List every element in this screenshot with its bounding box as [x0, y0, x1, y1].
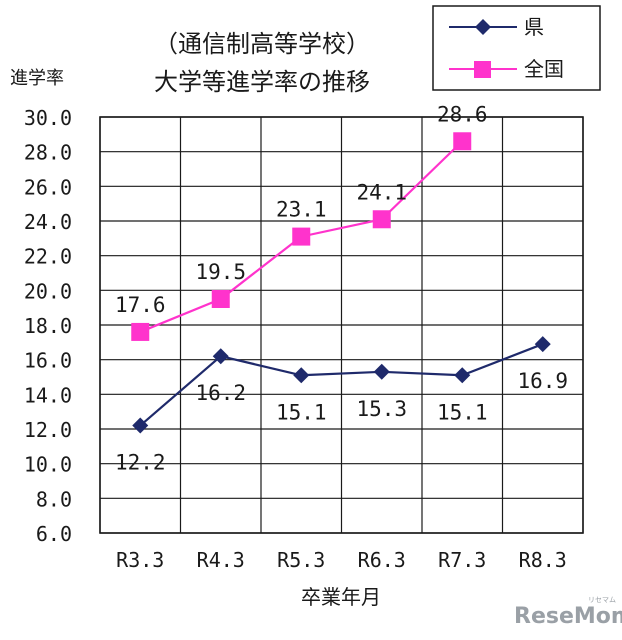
watermark: ReseMom リセマム: [514, 596, 622, 629]
watermark-subtext: リセマム: [588, 596, 616, 604]
data-labels: 12.2 16.2 15.1 15.3 15.1 16.9 17.6 19.5 23.1 24.1…: [115, 102, 568, 474]
y-tick-label: 26.0: [24, 175, 72, 199]
data-point-marker: [373, 363, 390, 380]
y-tick-label: 16.0: [24, 349, 72, 373]
data-label: 16.9: [517, 369, 568, 393]
data-point-marker: [453, 132, 472, 151]
data-point-marker: [211, 290, 230, 308]
series-group: [131, 132, 551, 434]
x-tick-label: R4.3: [197, 548, 245, 572]
x-tick-labels: R3.3 R4.3 R5.3 R6.3 R7.3 R8.3: [116, 548, 567, 572]
y-tick-label: 10.0: [24, 453, 72, 477]
data-point-marker: [293, 367, 310, 384]
x-tick-label: R8.3: [519, 548, 567, 572]
data-point-marker: [132, 417, 149, 434]
legend-label-prefecture: 県: [524, 15, 544, 39]
grid: [99, 116, 584, 534]
watermark-logo: ReseMom: [514, 604, 622, 629]
data-point-marker: [131, 322, 150, 341]
data-point-marker: [212, 348, 229, 365]
chart-title-line-1: （通信制高等学校）: [154, 30, 370, 58]
legend: 県 全国: [432, 5, 601, 91]
x-tick-label: R5.3: [277, 548, 325, 572]
data-label: 12.2: [115, 451, 166, 475]
data-label: 19.5: [195, 260, 246, 284]
x-tick-label: R3.3: [116, 548, 164, 572]
x-tick-label: R6.3: [358, 548, 406, 572]
y-tick-label: 30.0: [24, 106, 72, 130]
y-tick-label: 14.0: [24, 383, 72, 407]
data-label: 15.1: [276, 400, 327, 424]
plot-area: [99, 116, 584, 534]
y-tick-label: 18.0: [24, 314, 72, 338]
x-axis-label: 卒業年月: [301, 585, 381, 609]
legend-marker-prefecture: [475, 19, 491, 35]
data-label: 15.3: [356, 397, 407, 421]
y-tick-label: 22.0: [24, 245, 72, 269]
y-tick-label: 24.0: [24, 210, 72, 234]
data-point-marker: [292, 227, 311, 246]
data-label: 15.1: [437, 400, 488, 424]
y-tick-label: 28.0: [24, 141, 72, 165]
data-point-marker: [534, 336, 551, 353]
y-tick-label: 6.0: [36, 522, 72, 546]
data-label: 23.1: [276, 198, 327, 222]
chart-title-line-2: 大学等進学率の推移: [154, 68, 370, 96]
x-tick-label: R7.3: [438, 548, 486, 572]
data-point-marker: [372, 210, 391, 229]
series-line: [139, 343, 544, 427]
y-tick-label: 8.0: [36, 487, 72, 511]
legend-marker-national: [474, 61, 491, 78]
y-tick-label: 20.0: [24, 279, 72, 303]
data-point-marker: [454, 367, 471, 384]
legend-label-national: 全国: [524, 57, 564, 81]
y-axis-label: 進学率: [10, 68, 64, 89]
legend-box: [432, 5, 601, 91]
data-label: 24.1: [356, 180, 407, 204]
data-label: 16.2: [195, 381, 246, 405]
y-tick-labels: 6.0 8.0 10.0 12.0 14.0 16.0 18.0 20.0 22.0 24.0 26…: [24, 106, 72, 546]
data-label: 28.6: [437, 102, 488, 126]
data-label: 17.6: [115, 293, 166, 317]
y-tick-label: 12.0: [24, 418, 72, 442]
